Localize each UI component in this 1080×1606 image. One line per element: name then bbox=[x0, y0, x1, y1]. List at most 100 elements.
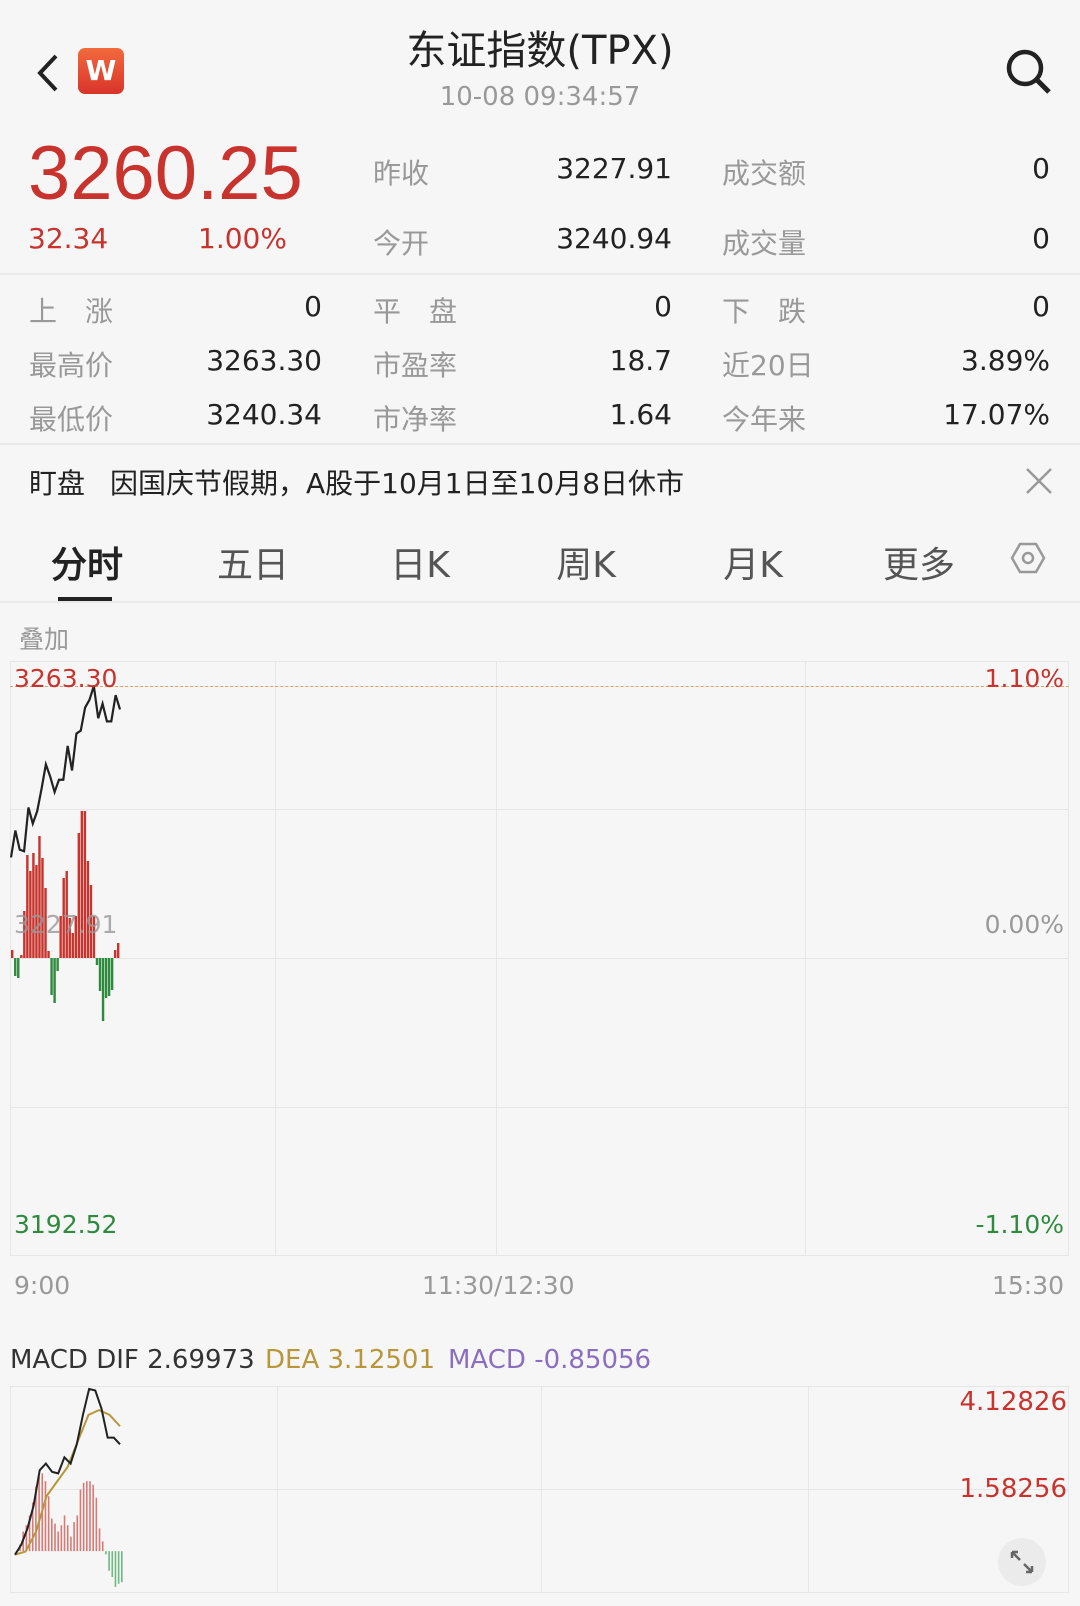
stat-label: 下 跌 bbox=[722, 295, 807, 328]
tab-active-underline bbox=[58, 597, 112, 602]
tab-intraday[interactable]: 分时 bbox=[50, 545, 123, 586]
y-label-high-pct: 1.10% bbox=[984, 664, 1064, 693]
strength-bar bbox=[14, 958, 17, 976]
strength-bar bbox=[65, 871, 68, 958]
strength-bar bbox=[20, 955, 23, 958]
strength-bar bbox=[71, 933, 74, 958]
divider bbox=[0, 443, 1080, 445]
timestamp: 10-08 09:34:57 bbox=[439, 82, 641, 112]
strength-bar bbox=[17, 958, 20, 978]
strength-bar bbox=[35, 865, 38, 958]
dif-line bbox=[14, 1387, 121, 1556]
strength-bar bbox=[77, 833, 81, 958]
x-tick-label: 9:00 bbox=[14, 1271, 71, 1300]
stat-label: 平 盘 bbox=[373, 295, 458, 328]
stat-value: 3240.94 bbox=[556, 222, 672, 255]
strength-bar bbox=[107, 958, 111, 996]
strength-bar bbox=[92, 916, 96, 958]
strength-bar bbox=[32, 853, 35, 958]
stat-label: 上 涨 bbox=[29, 295, 114, 328]
strength-bar bbox=[41, 858, 44, 958]
expand-arrows-icon bbox=[1010, 1550, 1034, 1574]
strength-bar bbox=[59, 916, 62, 958]
strength-bar bbox=[29, 871, 32, 958]
tab-monthly-k[interactable]: 月K bbox=[723, 545, 783, 586]
strength-bar bbox=[110, 958, 114, 990]
divider bbox=[0, 601, 1080, 603]
gridline bbox=[275, 661, 276, 1256]
strength-bar bbox=[38, 836, 41, 958]
close-icon[interactable] bbox=[1024, 466, 1054, 496]
strength-bar bbox=[23, 911, 26, 958]
strength-bar bbox=[50, 958, 53, 995]
stat-value: 1.64 bbox=[609, 398, 672, 431]
strength-bar bbox=[26, 855, 29, 958]
gridline bbox=[541, 1386, 542, 1593]
stat-label: 市净率 bbox=[373, 403, 458, 436]
expand-button[interactable] bbox=[998, 1538, 1046, 1586]
gridline bbox=[808, 1386, 809, 1593]
strength-bar bbox=[47, 951, 50, 958]
back-arrow-icon[interactable] bbox=[30, 48, 70, 98]
settings-hexagon-icon[interactable] bbox=[1010, 540, 1046, 576]
strength-bar bbox=[62, 878, 65, 958]
stat-value: 3240.34 bbox=[206, 398, 322, 431]
strength-bar bbox=[98, 958, 102, 991]
macd-y-label-top: 4.12826 bbox=[959, 1387, 1067, 1417]
page-title: 东证指数(TPX) bbox=[406, 28, 674, 74]
stat-label: 昨收 bbox=[373, 157, 430, 190]
current-price: 3260.25 bbox=[28, 131, 303, 216]
stat-label: 最高价 bbox=[29, 349, 114, 382]
overlay-button[interactable]: 叠加 bbox=[19, 625, 70, 654]
strength-bar bbox=[101, 958, 105, 1021]
macd-y-label-mid: 1.58256 bbox=[959, 1474, 1067, 1504]
divider bbox=[0, 273, 1080, 275]
strength-bar bbox=[53, 958, 56, 1003]
stat-value: 3227.91 bbox=[556, 152, 672, 185]
stat-label: 最低价 bbox=[29, 403, 114, 436]
macd-dif-legend: MACD DIF 2.69973 bbox=[10, 1345, 255, 1375]
notice-tag: 盯盘 bbox=[29, 467, 86, 500]
stat-value: 0 bbox=[1032, 290, 1050, 323]
notice-text[interactable]: 因国庆节假期，A股于10月1日至10月8日休市 bbox=[110, 467, 685, 500]
stat-label: 今开 bbox=[373, 227, 430, 260]
app-logo[interactable]: W bbox=[78, 48, 124, 94]
strength-bar bbox=[95, 958, 99, 965]
high-price-line bbox=[10, 686, 1069, 687]
strength-bar bbox=[80, 811, 84, 958]
strength-bar bbox=[83, 811, 87, 958]
stat-label: 今年来 bbox=[722, 403, 807, 436]
stat-value: 0 bbox=[304, 290, 322, 323]
stat-value: 0 bbox=[1032, 152, 1050, 185]
gridline bbox=[496, 661, 497, 1256]
strength-bar bbox=[89, 885, 93, 958]
strength-bar bbox=[104, 958, 108, 998]
macd-value-legend: MACD -0.85056 bbox=[448, 1345, 652, 1375]
gridline bbox=[10, 1489, 1069, 1490]
stat-label: 成交量 bbox=[722, 227, 807, 260]
stat-label: 成交额 bbox=[722, 157, 807, 190]
stat-label: 市盈率 bbox=[373, 349, 458, 382]
y-label-mid: 3227.91 bbox=[14, 910, 118, 939]
price-change-pct: 1.00% bbox=[198, 222, 287, 255]
strength-bar bbox=[11, 950, 14, 958]
tab-daily-k[interactable]: 日K bbox=[390, 545, 450, 586]
x-tick-label: 15:30 bbox=[991, 1271, 1064, 1300]
tab-weekly-k[interactable]: 周K bbox=[556, 545, 616, 586]
strength-bar bbox=[44, 888, 47, 958]
tab-five-day[interactable]: 五日 bbox=[216, 545, 289, 586]
strength-bar bbox=[86, 861, 90, 958]
stat-value: 0 bbox=[654, 290, 672, 323]
stat-label: 近20日 bbox=[722, 349, 814, 382]
search-icon[interactable] bbox=[1003, 46, 1055, 98]
strength-bar bbox=[56, 958, 59, 971]
macd-dea-legend: DEA 3.12501 bbox=[265, 1345, 436, 1375]
gridline bbox=[277, 1386, 278, 1593]
gridline bbox=[10, 1107, 1069, 1108]
strength-bar bbox=[116, 943, 120, 958]
tab-more[interactable]: 更多 bbox=[882, 545, 955, 586]
y-label-high: 3263.30 bbox=[14, 664, 118, 693]
strength-bar bbox=[68, 918, 71, 958]
